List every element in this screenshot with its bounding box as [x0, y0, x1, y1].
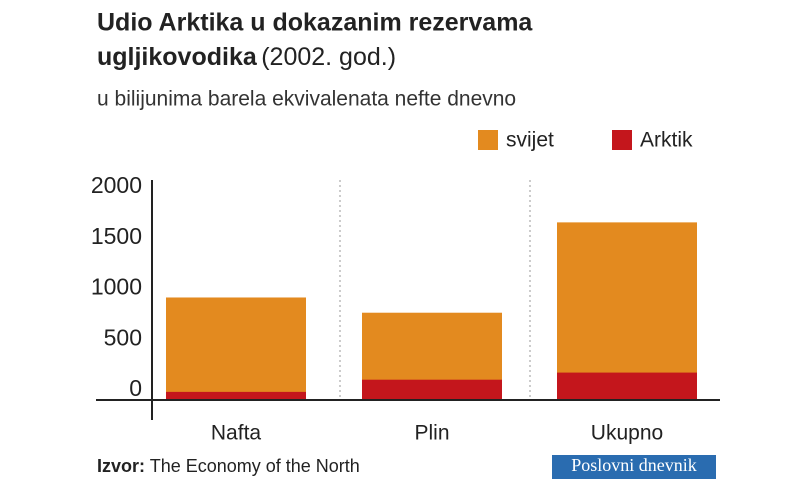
chart-title-line: ugljikovodika (2002. god.): [97, 43, 396, 71]
y-tick-label: 2000: [91, 172, 142, 198]
source: Izvor: The Economy of the North: [97, 456, 360, 476]
y-tick-label: 1000: [91, 274, 142, 300]
chart-subtitle: u bilijunima barela ekvivalenata nefte d…: [97, 88, 516, 111]
bar: [557, 372, 697, 400]
legend-label: svijet: [506, 129, 554, 152]
y-tick-label: 500: [104, 324, 142, 350]
y-tick-label: 1500: [91, 223, 142, 249]
chart-title: ugljikovodika: [97, 43, 258, 71]
chart-title-year: (2002. god.): [261, 43, 396, 71]
logo-box: [552, 455, 716, 479]
legend-swatch: [612, 130, 632, 150]
legend-swatch: [478, 130, 498, 150]
bar: [166, 297, 306, 400]
bar: [166, 391, 306, 400]
source-text: The Economy of the North: [150, 456, 360, 476]
x-tick-label: Ukupno: [591, 422, 663, 445]
source-label: Izvor:: [97, 456, 145, 476]
legend-label: Arktik: [640, 129, 693, 152]
logo: Poslovni dnevnik: [571, 455, 697, 475]
x-tick-label: Nafta: [211, 422, 262, 445]
x-tick-label: Plin: [414, 422, 449, 445]
y-tick-label: 0: [129, 375, 142, 401]
bar: [557, 222, 697, 400]
bar: [362, 379, 502, 400]
chart-title: Udio Arktika u dokazanim rezervama: [97, 9, 533, 37]
